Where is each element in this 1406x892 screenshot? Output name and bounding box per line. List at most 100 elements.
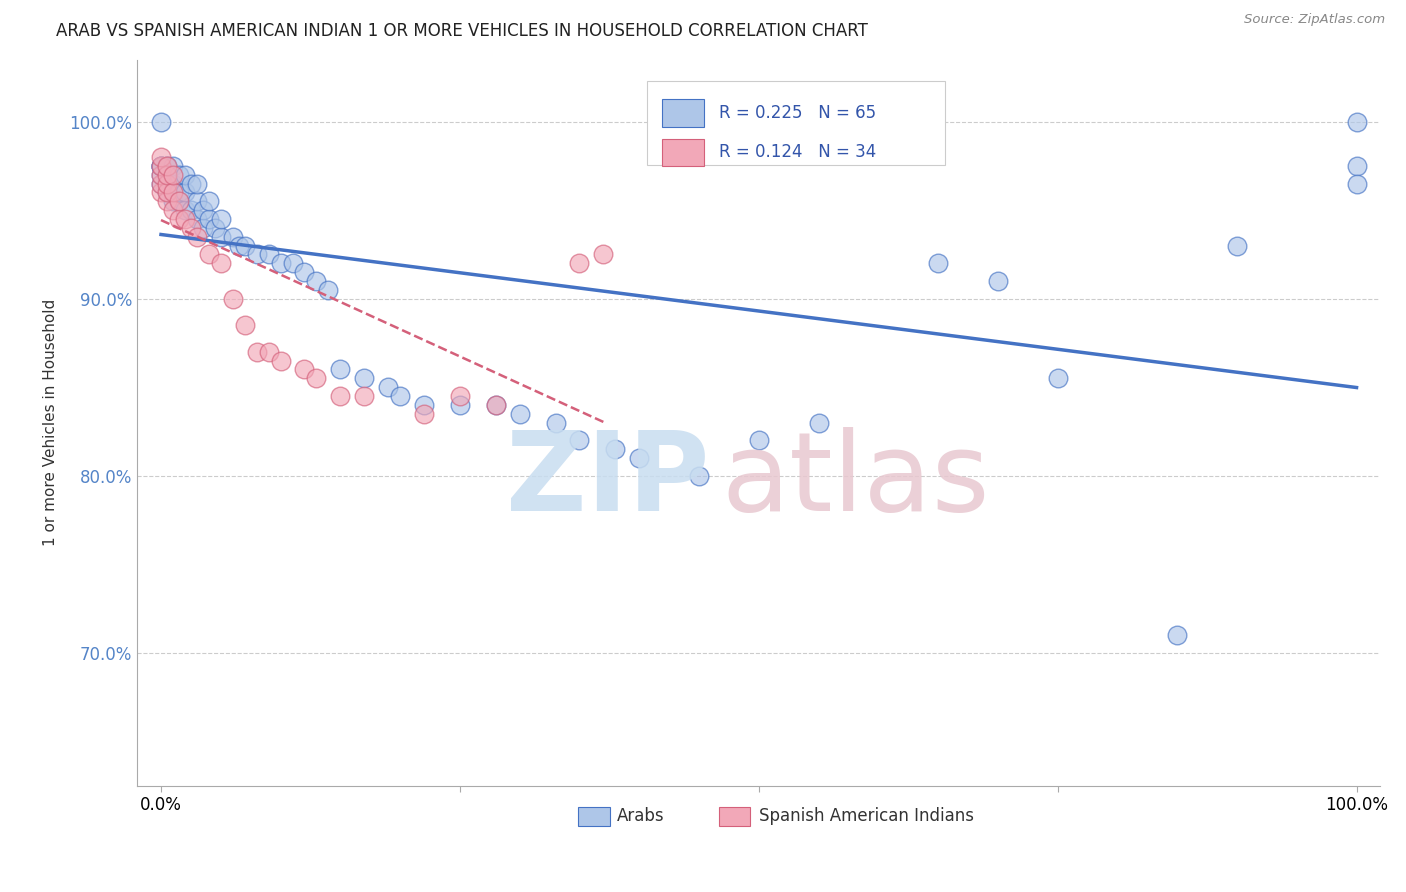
Point [987,274,1010,288]
Point [485,398,508,412]
Point [156,159,179,173]
Point [305,371,328,385]
Point [156,159,179,173]
FancyBboxPatch shape [718,807,749,826]
Point [156,177,179,191]
Point [294,362,316,376]
Point [174,211,197,226]
Point [353,389,375,403]
Point [413,407,436,421]
Text: ZIP: ZIP [506,427,709,534]
Point [222,229,245,244]
Point [1166,628,1188,642]
Point [186,211,208,226]
Point [318,283,340,297]
Point [167,211,190,226]
Point [449,398,471,412]
Point [413,398,436,412]
Point [186,177,208,191]
Text: atlas: atlas [721,427,990,534]
Point [294,265,316,279]
Point [688,468,710,483]
Point [1346,114,1368,128]
Point [180,177,202,191]
Point [156,168,179,182]
Point [233,318,256,333]
Point [228,238,250,252]
Point [329,362,352,376]
Point [162,159,184,173]
Text: R = 0.225   N = 65: R = 0.225 N = 65 [718,104,876,122]
Point [156,186,179,200]
Point [180,203,202,218]
Text: Spanish American Indians: Spanish American Indians [759,807,974,825]
Y-axis label: 1 or more Vehicles in Household: 1 or more Vehicles in Household [44,299,58,546]
Point [150,168,173,182]
Point [748,434,770,448]
Point [198,247,221,261]
Point [605,442,627,457]
Point [1046,371,1069,385]
FancyBboxPatch shape [578,807,610,826]
Point [167,168,190,182]
Point [198,194,221,209]
Text: Source: ZipAtlas.com: Source: ZipAtlas.com [1244,13,1385,27]
Point [150,168,173,182]
Point [222,292,245,306]
Point [209,229,232,244]
Point [150,186,173,200]
Point [209,256,232,270]
Point [198,211,221,226]
Point [377,380,399,394]
Point [156,168,179,182]
Point [927,256,949,270]
Point [246,247,269,261]
Point [150,177,173,191]
Point [257,247,280,261]
Point [156,159,179,173]
Point [180,220,202,235]
Point [1346,159,1368,173]
Point [174,168,197,182]
Point [270,353,292,368]
Point [568,434,591,448]
Point [807,416,830,430]
Point [389,389,412,403]
Text: R = 0.124   N = 34: R = 0.124 N = 34 [718,144,876,161]
Point [353,371,375,385]
Point [150,159,173,173]
Point [246,344,269,359]
Point [150,150,173,164]
Point [162,203,184,218]
Point [1346,177,1368,191]
Point [167,194,190,209]
Point [509,407,531,421]
Point [162,168,184,182]
Point [174,203,197,218]
Point [1226,238,1249,252]
Point [150,159,173,173]
Point [485,398,508,412]
Point [156,194,179,209]
Point [186,229,208,244]
Point [191,220,214,235]
Point [449,389,471,403]
Point [568,256,591,270]
Point [204,220,226,235]
Point [167,194,190,209]
Point [162,194,184,209]
Point [233,238,256,252]
Point [329,389,352,403]
Text: ARAB VS SPANISH AMERICAN INDIAN 1 OR MORE VEHICLES IN HOUSEHOLD CORRELATION CHAR: ARAB VS SPANISH AMERICAN INDIAN 1 OR MOR… [56,22,868,40]
Point [150,177,173,191]
Point [156,186,179,200]
Point [150,114,173,128]
Point [281,256,304,270]
Point [174,186,197,200]
FancyBboxPatch shape [662,138,704,166]
Point [592,247,614,261]
Point [305,274,328,288]
Point [186,194,208,209]
Point [162,177,184,191]
Point [270,256,292,270]
